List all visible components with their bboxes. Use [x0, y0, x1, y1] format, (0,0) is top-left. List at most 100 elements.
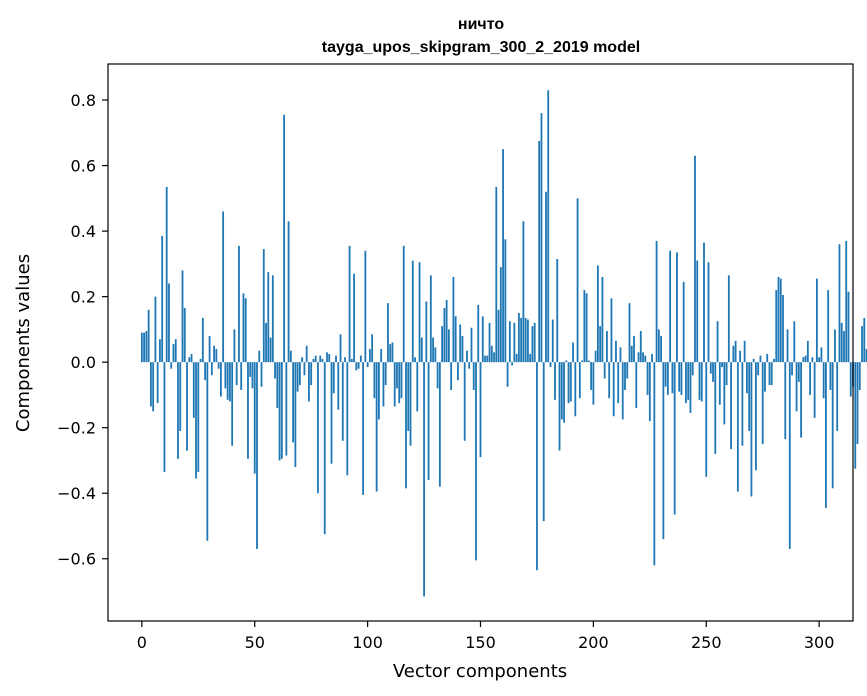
bar [743, 340, 746, 363]
bar [671, 362, 674, 394]
bar [337, 362, 340, 410]
bar [222, 211, 225, 363]
x-tick-label: 250 [691, 633, 722, 652]
x-axis: 0 50 100 150 200 250 300 [137, 621, 835, 652]
bar [271, 275, 274, 363]
bar [195, 362, 197, 479]
chart-title: ничто [458, 16, 504, 33]
bar [238, 245, 240, 363]
x-tick-label: 300 [804, 633, 835, 652]
bar [630, 345, 633, 363]
bar [391, 342, 394, 363]
bar [666, 362, 669, 395]
bar [414, 357, 416, 363]
bar [461, 335, 464, 363]
bar [590, 362, 593, 391]
bar [558, 362, 561, 451]
bar [181, 270, 184, 363]
bar [637, 352, 640, 363]
bar [387, 303, 389, 363]
bar [829, 362, 832, 391]
x-tick-label: 150 [465, 633, 496, 652]
bar [734, 340, 737, 363]
bar [190, 353, 193, 363]
bar [206, 362, 209, 541]
y-tick-label: 0.6 [71, 157, 96, 176]
bar [730, 362, 732, 449]
bar [820, 347, 823, 363]
bar [542, 362, 545, 522]
bar [777, 276, 780, 363]
bar [596, 265, 599, 363]
bar [761, 362, 764, 445]
bar [847, 291, 850, 363]
bar [825, 362, 827, 508]
bar [504, 239, 507, 363]
bar [700, 362, 703, 402]
bar [217, 362, 220, 369]
bar [423, 362, 425, 597]
bar [305, 345, 308, 363]
bar [312, 358, 315, 363]
bar [459, 324, 462, 363]
bar [294, 362, 297, 468]
bar [838, 244, 841, 363]
bar [685, 362, 687, 404]
bar [470, 327, 473, 363]
bar [705, 362, 708, 477]
bar [764, 362, 766, 392]
bar [156, 362, 159, 404]
bar [332, 362, 335, 394]
bar [179, 362, 182, 431]
bar [366, 362, 369, 368]
bar [296, 362, 299, 392]
bar [861, 326, 863, 363]
bar [626, 362, 629, 379]
bar [262, 249, 265, 363]
bar [745, 362, 748, 394]
bar [549, 362, 552, 368]
bar [678, 362, 681, 392]
bar [224, 362, 227, 389]
bar [664, 362, 667, 387]
bar [766, 353, 769, 363]
bar [755, 362, 757, 471]
x-tick-label: 50 [245, 633, 265, 652]
bar [673, 362, 676, 515]
bar [538, 141, 541, 363]
bar [283, 114, 285, 363]
bar [344, 357, 346, 363]
bar [405, 362, 407, 489]
bar [362, 362, 365, 495]
bar [788, 362, 791, 549]
bar [809, 362, 812, 395]
bar [226, 362, 229, 400]
bar [506, 362, 509, 387]
bar [188, 357, 191, 363]
y-tick-label: 0.4 [71, 222, 96, 241]
bar [547, 90, 550, 363]
bar [508, 321, 511, 363]
bar [260, 362, 263, 387]
bar [621, 362, 624, 420]
bar [556, 258, 559, 363]
bar [140, 332, 143, 363]
bar [488, 322, 491, 363]
bar [644, 355, 647, 363]
bar [594, 350, 597, 363]
bar [215, 349, 218, 363]
y-tick-label: −0.6 [57, 550, 96, 569]
bar [836, 362, 839, 431]
bar [628, 303, 631, 363]
bar [330, 362, 333, 464]
bar [292, 362, 295, 443]
bar [633, 335, 635, 363]
bar [204, 362, 206, 381]
bar [418, 262, 421, 363]
bar [452, 276, 455, 363]
bar [389, 344, 392, 363]
bar [676, 252, 678, 363]
bar [502, 149, 504, 363]
bar [858, 362, 861, 391]
